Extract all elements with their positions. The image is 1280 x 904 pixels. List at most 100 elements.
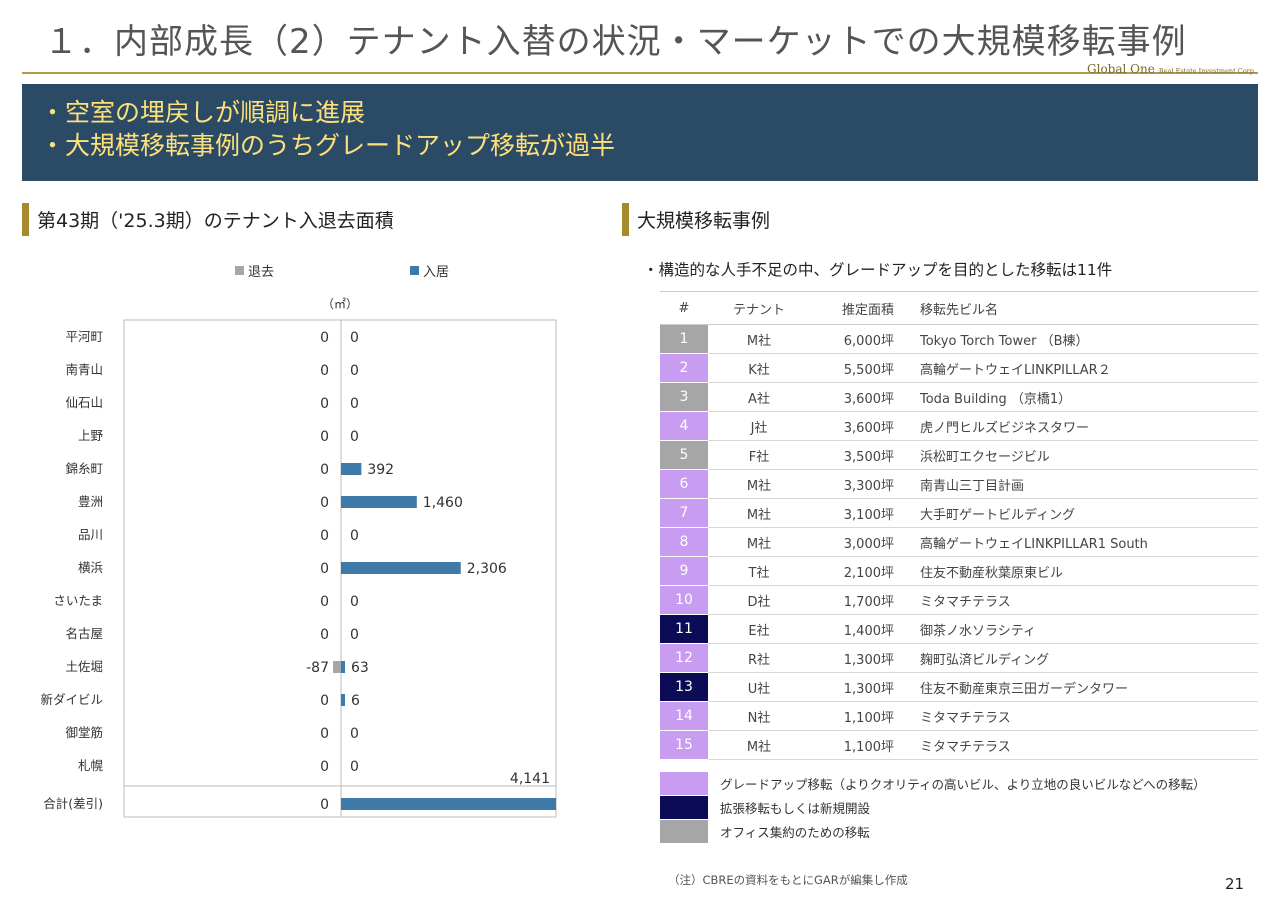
row-area: 1,400坪: [810, 614, 894, 644]
row-number: 5: [660, 440, 708, 470]
row-building: ミタマチテラス: [894, 585, 1258, 615]
row-area: 3,300坪: [810, 469, 894, 499]
page-title: １．内部成長（2）テナント入替の状況・マーケットでの大規模移転事例: [44, 22, 1187, 62]
move-out-value: 0: [320, 594, 329, 610]
company-logo: Global One Real Estate Investment Corp.: [1087, 58, 1256, 77]
row-number: 14: [660, 701, 708, 731]
table-row: 11 E社 1,400坪 御茶ノ水ソラシティ: [660, 614, 1258, 644]
row-area: 3,100坪: [810, 498, 894, 528]
move-out-value: 0: [320, 726, 329, 742]
row-building: 麹町弘済ビルディング: [894, 643, 1258, 673]
table-header-row: # テナント 推定面積 移転先ビル名: [660, 291, 1258, 325]
section-marker: [22, 203, 29, 236]
row-tenant: M社: [708, 527, 810, 557]
plot-frame: [123, 319, 557, 818]
row-number: 1: [660, 324, 708, 354]
row-building: Toda Building （京橋1）: [894, 382, 1258, 412]
row-tenant: M社: [708, 324, 810, 354]
table-row: 15 M社 1,100坪 ミタマチテラス: [660, 730, 1258, 760]
category-label: 名古屋: [65, 626, 103, 641]
move-out-value: 0: [320, 561, 329, 577]
row-building: 浜松町エクセージビル: [894, 440, 1258, 470]
row-number: 4: [660, 411, 708, 441]
row-number: 3: [660, 382, 708, 412]
move-in-value: 392: [367, 462, 394, 478]
category-label: 平河町: [65, 329, 103, 344]
move-in-bar: [341, 694, 345, 706]
row-tenant: M社: [708, 730, 810, 760]
row-building: ミタマチテラス: [894, 730, 1258, 760]
logo-sub: Real Estate Investment Corp.: [1158, 67, 1256, 75]
table-row: 3 A社 3,600坪 Toda Building （京橋1）: [660, 382, 1258, 412]
header-building: 移転先ビル名: [894, 291, 1258, 325]
move-in-value: 2,306: [467, 561, 507, 577]
move-out-value: 0: [320, 495, 329, 511]
key-point-1: ・空室の埋戻しが順調に進展: [40, 98, 366, 127]
move-in-value: 0: [350, 396, 359, 412]
move-out-value: 0: [320, 429, 329, 445]
row-tenant: N社: [708, 701, 810, 731]
row-number: 8: [660, 527, 708, 557]
legend-swatch-move-in: [410, 266, 419, 275]
gradeup-summary: ・構造的な人手不足の中、グレードアップを目的とした移転は11件: [643, 261, 1113, 279]
move-out-value: 0: [320, 627, 329, 643]
category-label: 土佐堀: [65, 659, 103, 674]
row-area: 1,100坪: [810, 701, 894, 731]
move-in-value: 63: [351, 660, 369, 676]
header-area: 推定面積: [810, 291, 894, 325]
row-tenant: F社: [708, 440, 810, 470]
move-out-bar: [333, 661, 341, 673]
move-out-value: 0: [320, 462, 329, 478]
header-tenant: テナント: [708, 291, 810, 325]
move-out-value: 0: [320, 528, 329, 544]
legend-swatch: [660, 820, 708, 843]
row-tenant: E社: [708, 614, 810, 644]
section-marker: [622, 203, 629, 236]
row-number: 6: [660, 469, 708, 499]
row-tenant: A社: [708, 382, 810, 412]
category-label: 合計(差引): [43, 796, 103, 811]
legend-label: グレードアップ移転（よりクオリティの高いビル、より立地の良いビルなどへの移転）: [720, 777, 1206, 792]
source-note: （注）CBREの資料をもとにGARが編集し作成: [668, 873, 908, 887]
table-row: 1 M社 6,000坪 Tokyo Torch Tower （B棟）: [660, 324, 1258, 354]
move-in-value: 0: [350, 594, 359, 610]
row-tenant: K社: [708, 353, 810, 383]
title-rule: [22, 72, 1258, 74]
key-point-2: ・大規模移転事例のうちグレードアップ移転が過半: [40, 131, 616, 160]
row-building: 南青山三丁目計画: [894, 469, 1258, 499]
table-row: 2 K社 5,500坪 高輪ゲートウェイLINKPILLAR２: [660, 353, 1258, 383]
move-in-value: 0: [350, 330, 359, 346]
table-row: 14 N社 1,100坪 ミタマチテラス: [660, 701, 1258, 731]
page-number: 21: [1225, 875, 1245, 893]
header-number: #: [660, 291, 708, 325]
category-label: 錦糸町: [65, 461, 103, 476]
row-number: 2: [660, 353, 708, 383]
move-out-value: 0: [320, 396, 329, 412]
category-label: 品川: [78, 527, 103, 542]
row-building: 虎ノ門ヒルズビジネスタワー: [894, 411, 1258, 441]
move-in-value: 0: [350, 759, 359, 775]
row-building: 住友不動産秋葉原東ビル: [894, 556, 1258, 586]
row-building: 高輪ゲートウェイLINKPILLAR２: [894, 353, 1258, 383]
row-area: 3,600坪: [810, 411, 894, 441]
move-in-value: 0: [350, 429, 359, 445]
category-label: 新ダイビル: [40, 692, 103, 707]
row-area: 1,700坪: [810, 585, 894, 615]
legend-swatch: [660, 772, 708, 795]
move-out-value: -87: [306, 660, 329, 676]
row-tenant: D社: [708, 585, 810, 615]
row-area: 2,100坪: [810, 556, 894, 586]
move-in-value: 0: [350, 726, 359, 742]
right-section-title: 大規模移転事例: [637, 210, 771, 232]
table-row: 13 U社 1,300坪 住友不動産東京三田ガーデンタワー: [660, 672, 1258, 702]
row-area: 3,000坪: [810, 527, 894, 557]
row-number: 13: [660, 672, 708, 702]
row-tenant: M社: [708, 498, 810, 528]
row-building: 大手町ゲートビルディング: [894, 498, 1258, 528]
row-tenant: U社: [708, 672, 810, 702]
row-number: 15: [660, 730, 708, 760]
legend-label-move-out: 退去: [248, 265, 274, 280]
legend-consolidation: オフィス集約のための移転: [660, 820, 870, 843]
row-tenant: T社: [708, 556, 810, 586]
move-in-bar: [341, 798, 556, 810]
